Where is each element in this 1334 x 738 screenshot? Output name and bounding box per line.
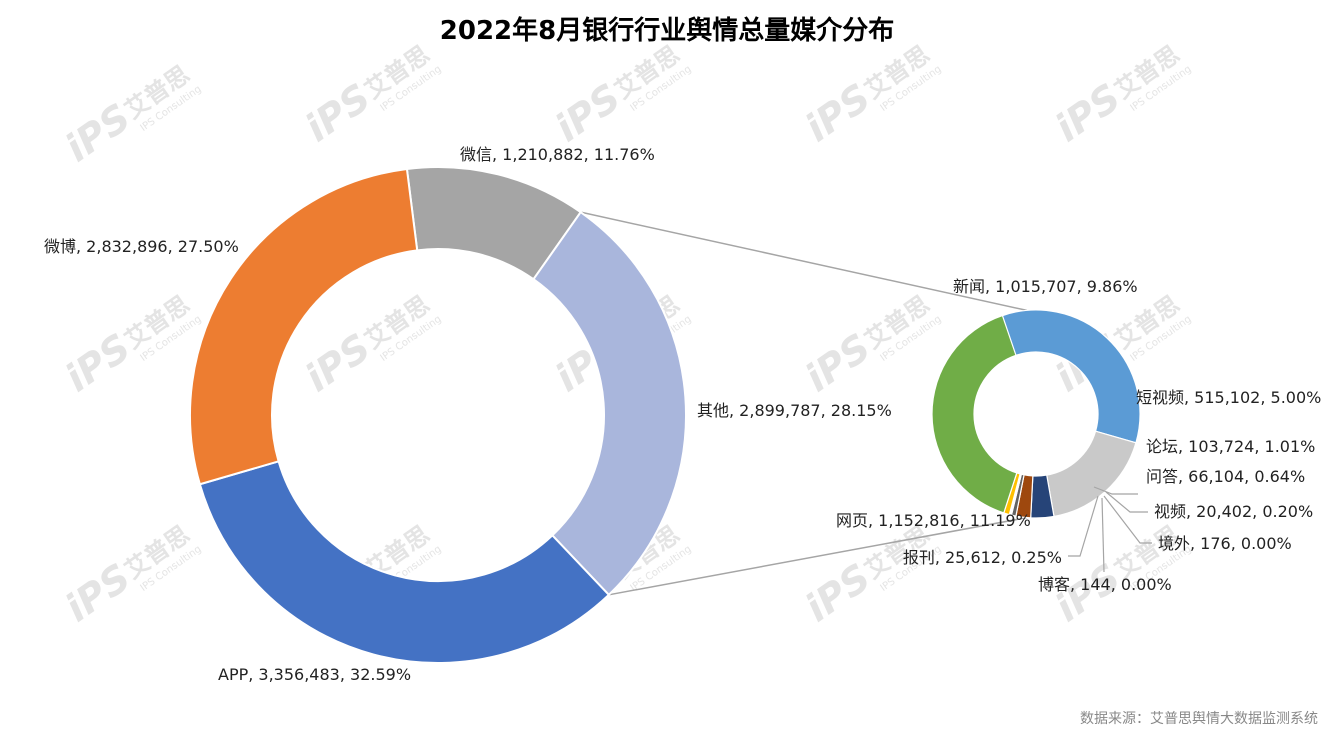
secondary-label-新闻: 新闻, 1,015,707, 9.86% — [953, 277, 1138, 296]
connector-line-bottom — [608, 516, 1028, 596]
data-labels: 微信, 1,210,882, 11.76% 其他, 2,899,787, 28.1… — [44, 145, 1321, 684]
secondary-label-报刊: 报刊, 25,612, 0.25% — [903, 548, 1062, 567]
connector-line-top — [580, 211, 1028, 312]
leader-境外 — [1103, 495, 1152, 544]
primary-slice-2 — [198, 460, 611, 664]
pie-connectors — [580, 211, 1028, 596]
secondary-label-境外: 境外, 176, 0.00% — [1158, 534, 1292, 553]
primary-label-其他: 其他, 2,899,787, 28.15% — [697, 401, 892, 420]
data-source-note: 数据来源：艾普思舆情大数据监测系统 — [1080, 711, 1318, 727]
leader-lines — [1068, 486, 1152, 573]
secondary-slice-0 — [999, 309, 1141, 444]
secondary-label-论坛: 论坛, 103,724, 1.01% — [1146, 437, 1315, 456]
secondary-slice-8 — [931, 314, 1018, 514]
primary-label-APP: APP, 3,356,483, 32.59% — [218, 665, 411, 684]
secondary-label-短视频: 短视频, 515,102, 5.00% — [1136, 388, 1321, 407]
secondary-doughnut — [931, 309, 1141, 519]
leader-视频 — [1105, 491, 1148, 513]
leader-博客 — [1101, 497, 1105, 573]
secondary-slice-1 — [1046, 430, 1137, 518]
primary-slice-1 — [532, 210, 687, 597]
leader-问答 — [1093, 486, 1138, 495]
leader-报刊 — [1068, 495, 1099, 557]
chart-title: 2022年8月银行行业舆情总量媒介分布 — [439, 16, 895, 46]
primary-label-微博: 微博, 2,832,896, 27.50% — [44, 237, 239, 256]
secondary-label-问答: 问答, 66,104, 0.64% — [1146, 467, 1305, 486]
secondary-label-博客: 博客, 144, 0.00% — [1038, 575, 1172, 594]
primary-slice-3 — [189, 167, 419, 486]
secondary-label-网页: 网页, 1,152,816, 11.19% — [836, 511, 1031, 530]
primary-doughnut — [189, 166, 687, 664]
secondary-label-视频: 视频, 20,402, 0.20% — [1154, 502, 1313, 521]
primary-label-微信: 微信, 1,210,882, 11.76% — [460, 145, 655, 164]
